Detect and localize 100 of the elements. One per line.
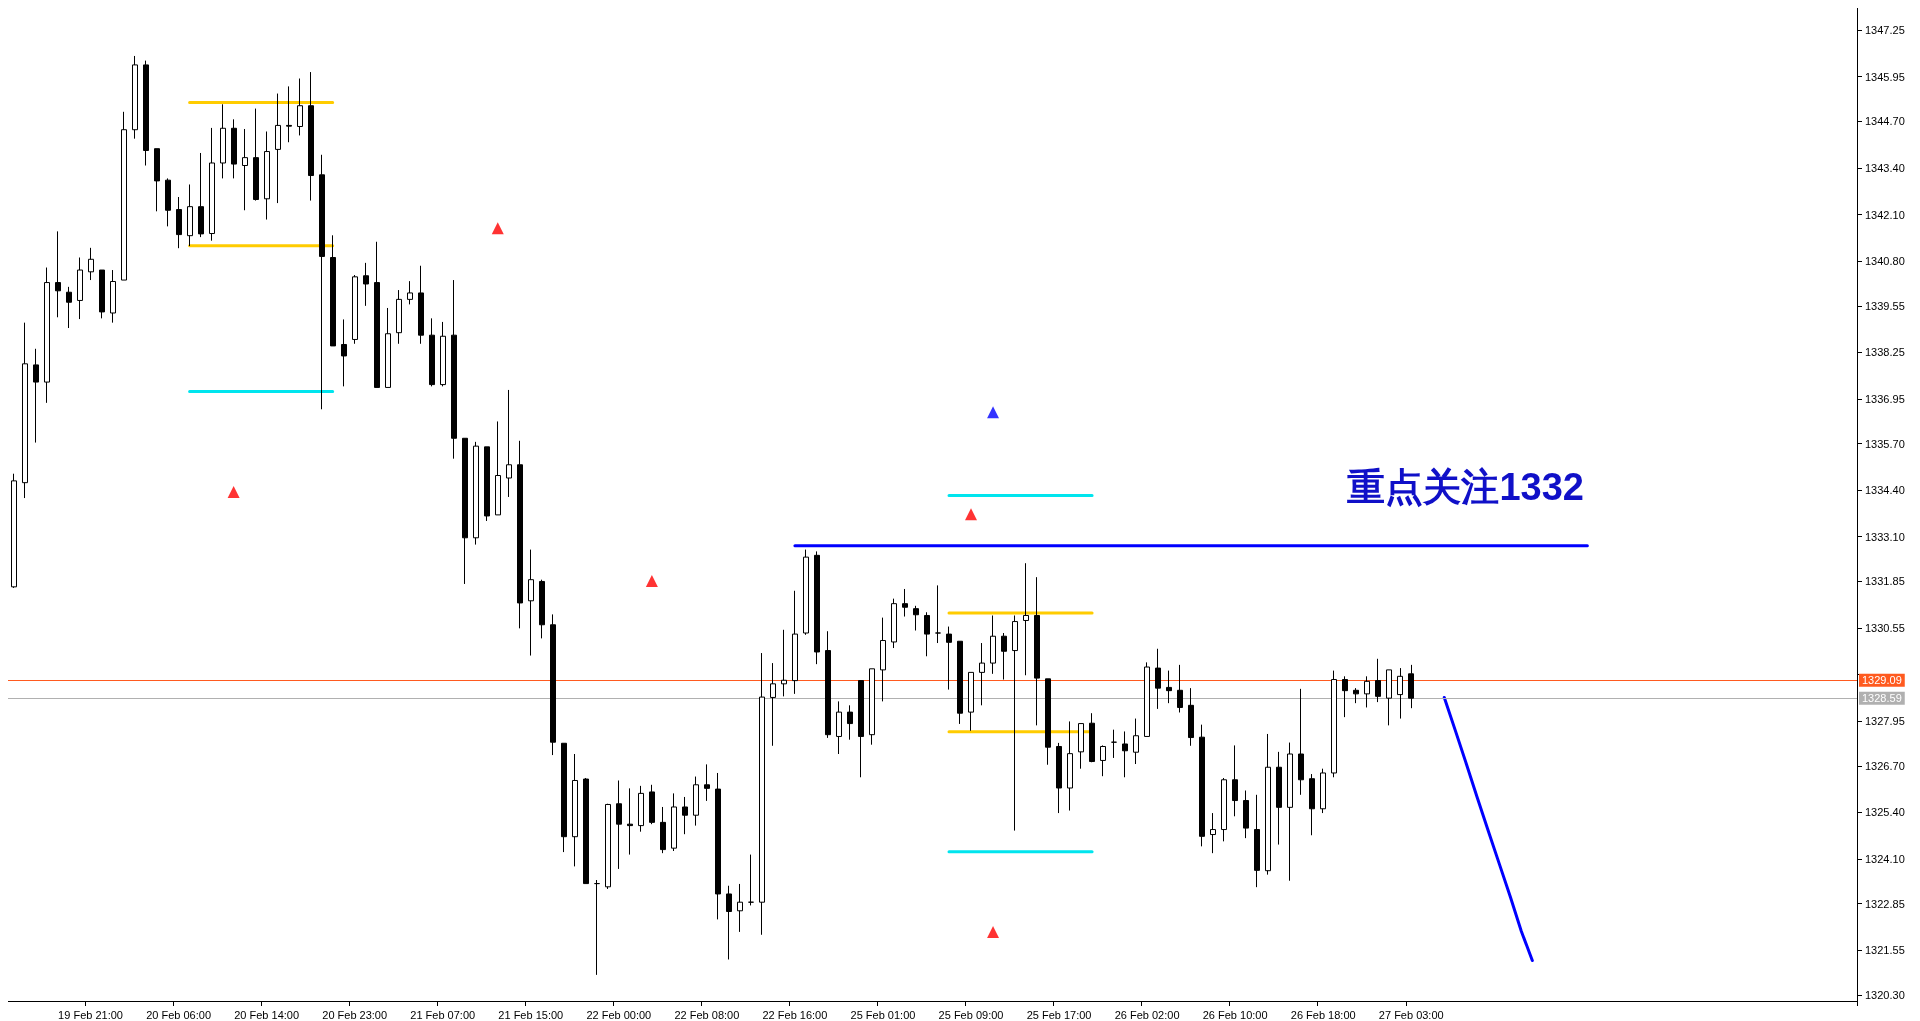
candlestick xyxy=(429,317,435,387)
x-tick-label: 25 Feb 17:00 xyxy=(1026,1008,1092,1021)
candlestick xyxy=(1342,675,1348,718)
y-tick-label: 1326.70 xyxy=(1865,759,1905,772)
candlestick xyxy=(1034,576,1040,726)
candlestick xyxy=(154,148,160,212)
candlestick xyxy=(1287,742,1293,882)
candlestick xyxy=(836,700,842,755)
candlestick xyxy=(902,588,908,618)
candlestick xyxy=(66,286,72,329)
point xyxy=(491,222,504,235)
candlestick xyxy=(77,257,83,320)
x-tick-label: 21 Feb 15:00 xyxy=(498,1008,564,1021)
y-tick-label: 1339.55 xyxy=(1865,299,1905,312)
candlestick xyxy=(253,108,259,202)
candlestick xyxy=(792,590,798,695)
line-series xyxy=(1442,695,1534,963)
candlestick xyxy=(319,154,325,410)
x-tick-label: 19 Feb 21:00 xyxy=(58,1008,123,1021)
candlestick xyxy=(165,177,171,227)
candlestick xyxy=(682,796,688,835)
candlestick xyxy=(1397,667,1403,720)
candlestick xyxy=(506,389,512,498)
candlestick xyxy=(924,611,930,657)
x-tick-label: 22 Feb 00:00 xyxy=(586,1008,652,1021)
y-tick-label: 1320.30 xyxy=(1865,988,1905,1001)
candlestick xyxy=(341,318,347,387)
candlestick xyxy=(1089,712,1095,763)
y-tick-label: 1324.10 xyxy=(1865,852,1905,865)
candlestick xyxy=(363,262,369,307)
candlestick xyxy=(121,111,127,281)
candlestick xyxy=(22,322,28,499)
y-tick-label: 1336.95 xyxy=(1865,392,1905,405)
candlestick xyxy=(143,60,149,167)
candlestick xyxy=(1199,724,1205,847)
candlestick xyxy=(1298,688,1304,796)
candlestick xyxy=(1001,632,1007,681)
candlestick xyxy=(1177,664,1183,713)
candlestick xyxy=(539,579,545,639)
candlestick xyxy=(880,617,886,702)
candlestick xyxy=(1254,794,1260,888)
y-tick-label: 1347.25 xyxy=(1865,24,1905,37)
candlestick xyxy=(231,118,237,179)
candlestick xyxy=(1111,729,1117,759)
candlestick xyxy=(737,883,743,933)
candlestick xyxy=(814,550,820,665)
candlestick xyxy=(11,473,17,589)
candlestick xyxy=(1100,744,1106,777)
candlestick xyxy=(847,704,853,741)
y-tick-label: 1338.25 xyxy=(1865,346,1905,359)
candlestick xyxy=(110,269,116,324)
candlestick xyxy=(1012,614,1018,832)
candlestick xyxy=(275,93,281,204)
candlestick xyxy=(198,152,204,238)
candlestick xyxy=(297,78,303,136)
candlestick xyxy=(352,274,358,345)
candlestick xyxy=(1265,733,1271,876)
candlestick xyxy=(726,885,732,960)
candlestick xyxy=(1221,777,1227,842)
candlestick xyxy=(451,279,457,460)
candlestick xyxy=(759,652,765,936)
point xyxy=(987,925,1000,938)
candlestick xyxy=(957,640,963,725)
candlestick xyxy=(1309,773,1315,836)
candlestick xyxy=(605,803,611,890)
candlestick xyxy=(1276,751,1282,846)
candlestick xyxy=(44,267,50,404)
candlestick xyxy=(891,598,897,649)
y-tick-label: 1327.95 xyxy=(1865,715,1905,728)
y-tick-label: 1330.55 xyxy=(1865,622,1905,634)
candlestick xyxy=(1320,768,1326,814)
candlestick xyxy=(220,103,226,179)
candlestick xyxy=(374,241,380,388)
candlestick xyxy=(1232,744,1238,817)
x-tick-label: 26 Feb 18:00 xyxy=(1290,1008,1356,1021)
candlestick xyxy=(517,440,523,629)
candlestick xyxy=(1155,648,1161,710)
candlestick xyxy=(1210,812,1216,854)
y-tick-label: 1345.95 xyxy=(1865,70,1905,83)
x-tick-label: 27 Feb 03:00 xyxy=(1378,1008,1444,1021)
candlestick xyxy=(484,446,490,522)
candlestick xyxy=(858,680,864,778)
candlestick xyxy=(33,348,39,444)
candlestick xyxy=(1386,669,1392,726)
x-tick-label: 22 Feb 16:00 xyxy=(762,1008,828,1021)
x-tick-label: 20 Feb 23:00 xyxy=(322,1008,388,1021)
point xyxy=(987,406,1000,419)
x-tick-label: 21 Feb 07:00 xyxy=(410,1008,476,1021)
candlestick xyxy=(99,269,105,319)
annotation: 重点关注1332 xyxy=(1347,466,1585,508)
y-tick-label: 1335.70 xyxy=(1865,437,1905,450)
candlestick xyxy=(616,779,622,870)
y-tick-label: 1331.85 xyxy=(1865,575,1905,588)
candlestick xyxy=(132,55,138,140)
candlestick xyxy=(407,280,413,305)
candlestick xyxy=(495,420,501,516)
candlestick xyxy=(1045,678,1051,766)
x-tick-label: 26 Feb 02:00 xyxy=(1114,1008,1180,1021)
candlestick xyxy=(715,772,721,920)
ref-line-label: 1329.09 xyxy=(1862,674,1902,687)
